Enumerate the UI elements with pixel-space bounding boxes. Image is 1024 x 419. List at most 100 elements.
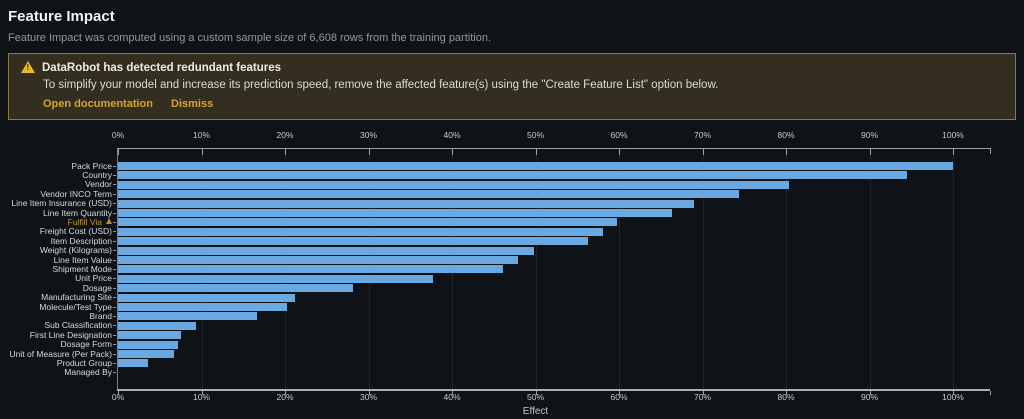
x-tick-label-top: 70%	[693, 130, 711, 140]
axis-end-tick-top	[990, 148, 991, 154]
y-axis-label: Freight Cost (USD)	[39, 226, 112, 237]
y-axis-tick	[113, 203, 116, 205]
left-axis-line	[117, 148, 118, 389]
y-axis-tick	[113, 353, 116, 355]
y-axis-label: First Line Designation	[29, 329, 112, 340]
feature-bar	[118, 256, 518, 264]
x-tick-label-top: 10%	[192, 130, 210, 140]
feature-bar	[118, 237, 589, 246]
feature-bar	[118, 274, 433, 283]
y-axis-tick	[113, 315, 116, 317]
feature-bar	[118, 162, 953, 170]
feature-bar	[118, 171, 908, 180]
page-title: Feature Impact	[8, 8, 115, 25]
y-axis-tick	[113, 231, 116, 233]
y-axis-tick	[113, 372, 116, 374]
y-axis-tick	[113, 306, 116, 308]
banner-message: To simplify your model and increase its …	[43, 79, 719, 91]
x-axis-tick-top	[535, 148, 537, 155]
y-axis-label: Managed By	[64, 367, 112, 378]
feature-bar	[118, 265, 503, 274]
y-axis-label: Pack Price	[71, 160, 112, 171]
feature-bar	[118, 331, 181, 340]
x-axis-tick-top	[869, 148, 871, 155]
page-subtitle: Feature Impact was computed using a cust…	[8, 32, 492, 44]
y-axis-label: Line Item Quantity	[43, 207, 112, 218]
feature-bar	[118, 284, 353, 293]
y-axis-label: Product Group	[56, 357, 112, 368]
y-axis-label: Brand	[89, 310, 112, 321]
x-tick-label-top: 100%	[942, 130, 964, 140]
x-axis-tick-top	[953, 148, 954, 155]
x-tick-label-top: 0%	[111, 130, 125, 140]
x-tick-label-bottom: 70%	[693, 392, 711, 402]
x-tick-label-bottom: 30%	[359, 392, 377, 402]
x-gridline	[535, 148, 537, 389]
x-axis-tick-bottom	[702, 390, 704, 395]
x-tick-label-bottom: 40%	[443, 392, 461, 402]
x-axis-tick-bottom	[368, 390, 370, 395]
feature-bar	[118, 227, 604, 236]
y-axis-tick	[113, 344, 116, 346]
banner-title: DataRobot has detected redundant feature…	[42, 62, 281, 74]
feature-bar	[118, 312, 257, 321]
y-axis-tick	[113, 259, 116, 261]
feature-bar	[118, 359, 149, 368]
x-tick-label-bottom: 100%	[942, 392, 964, 402]
x-tick-label-top: 30%	[359, 130, 377, 140]
x-tick-label-top: 20%	[276, 130, 294, 140]
x-gridline	[786, 148, 787, 389]
x-gridline	[869, 148, 871, 389]
y-axis-label: Fulfill Via	[0, 217, 112, 227]
y-axis-label: Item Description	[50, 235, 112, 246]
x-tick-label-bottom: 90%	[860, 392, 878, 402]
feature-bar	[118, 199, 695, 208]
x-gridline	[702, 148, 704, 389]
x-tick-label-bottom: 50%	[526, 392, 544, 402]
open-documentation-link[interactable]: Open documentation	[43, 98, 153, 110]
x-tick-label-bottom: 20%	[276, 392, 294, 402]
y-axis-tick	[113, 240, 116, 242]
y-axis-label: Vendor INCO Term	[40, 188, 112, 199]
y-axis-label: Vendor	[85, 179, 112, 190]
feature-bar	[118, 321, 197, 330]
redundant-feature-warning-icon	[106, 218, 112, 225]
feature-impact-chart: 0% 0% 10% 10% 20% 20% 30% 30% 40% 40% 50% 50% 60% 60%…	[0, 124, 1024, 419]
y-axis-tick	[113, 325, 116, 327]
x-axis-tick-top	[368, 148, 370, 155]
x-tick-label-bottom: 0%	[111, 392, 125, 402]
redundant-features-banner: ! DataRobot has detected redundant featu…	[8, 53, 1016, 120]
y-axis-tick	[113, 297, 116, 299]
x-axis-tick-bottom	[786, 390, 787, 395]
y-axis-tick	[113, 174, 116, 176]
x-axis-tick-bottom	[619, 390, 620, 395]
y-axis-label: Line Item Value	[53, 254, 112, 265]
dismiss-link[interactable]: Dismiss	[171, 98, 214, 110]
y-axis-label: Country	[82, 169, 112, 180]
y-axis-tick	[113, 193, 116, 195]
x-axis-tick-bottom	[118, 390, 119, 395]
y-axis-tick	[113, 221, 116, 223]
y-axis-tick	[113, 165, 116, 167]
y-axis-tick	[113, 278, 116, 280]
x-axis-tick-bottom	[535, 390, 537, 395]
x-tick-label-bottom: 60%	[610, 392, 628, 402]
y-axis-tick	[113, 212, 116, 214]
x-axis-tick-top	[619, 148, 620, 155]
y-axis-label: Sub Classification	[44, 320, 112, 331]
x-axis-tick-bottom	[869, 390, 871, 395]
x-axis-tick-top	[786, 148, 787, 155]
x-axis-tick-top	[452, 148, 453, 155]
banner-links: Open documentation Dismiss	[43, 98, 1001, 110]
x-tick-label-top: 40%	[443, 130, 461, 140]
feature-bar	[118, 190, 740, 199]
y-axis-tick	[113, 184, 116, 186]
feature-bar	[118, 218, 618, 227]
x-axis-tick-top	[201, 148, 203, 155]
y-axis-label: Manufacturing Site	[41, 292, 112, 303]
feature-bar	[118, 350, 174, 358]
y-axis-tick	[113, 268, 116, 270]
x-gridline	[953, 148, 954, 389]
y-axis-label: Line Item Insurance (USD)	[11, 198, 112, 209]
x-axis-tick-bottom	[452, 390, 453, 395]
